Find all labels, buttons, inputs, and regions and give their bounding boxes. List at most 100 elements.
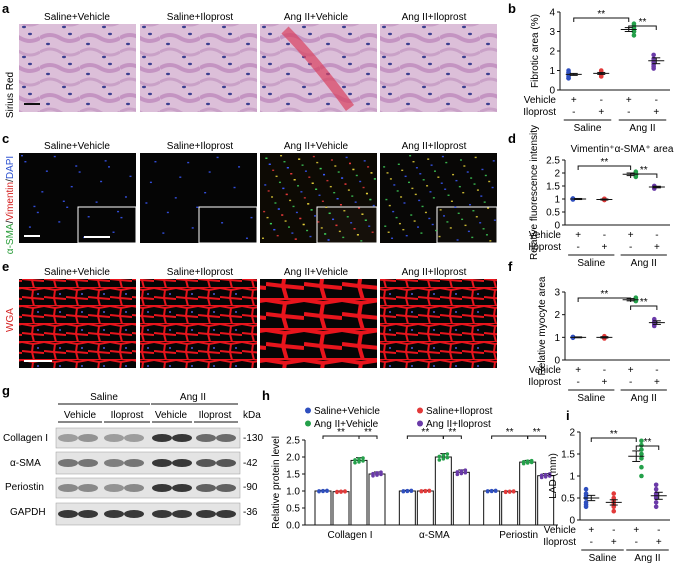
- if-signal: [328, 212, 331, 215]
- y-tick-label: 1.5: [546, 182, 560, 193]
- if-signal: [475, 216, 478, 218]
- if-signal: [493, 219, 496, 221]
- significance-marker: **: [640, 165, 648, 176]
- treatment-row-label: Iloprost: [528, 242, 561, 253]
- if-signal: [362, 186, 365, 189]
- y-tick-label: 0: [549, 86, 555, 97]
- if-signal: [271, 196, 274, 198]
- data-point-angii-iloprost: [651, 64, 656, 69]
- if-signal: [397, 163, 400, 165]
- if-signal: [264, 184, 267, 186]
- if-signal: [447, 194, 450, 196]
- x-tick-label: Collagen I: [327, 530, 372, 541]
- if-signal: [369, 198, 372, 201]
- sirius-image-angii-iloprost: [380, 24, 497, 112]
- treatment-mark: +: [575, 230, 581, 241]
- data-point-saline-vehicle: [566, 70, 571, 75]
- significance-marker: **: [597, 9, 605, 20]
- data-point-saline-vehicle: [321, 488, 325, 493]
- y-axis-label: Relative fluorescence intensity: [529, 125, 540, 260]
- if-signal: [410, 214, 413, 216]
- if-signal: [117, 210, 120, 213]
- if-signal: [266, 216, 269, 219]
- wb-band: [58, 434, 78, 442]
- treatment-mark: +: [626, 95, 632, 106]
- if-signal: [327, 239, 330, 241]
- data-point-angii-vehicle: [521, 460, 526, 464]
- data-point-angii-iloprost: [371, 471, 375, 476]
- if-signal: [402, 228, 405, 231]
- if-signal: [484, 174, 487, 177]
- data-point-angii-vehicle: [639, 451, 644, 457]
- y-tick-label: 1.5: [286, 470, 300, 481]
- treatment-mark: -: [657, 525, 660, 536]
- if-inset: [316, 206, 378, 244]
- data-point-angii-iloprost: [463, 470, 468, 475]
- y-tick-label: 4: [549, 8, 555, 19]
- bar-saline-vehicle: [483, 490, 501, 526]
- data-point-angii-iloprost: [455, 470, 460, 474]
- treatment-mark: +: [628, 230, 634, 241]
- panel-d-title: Vimentin⁺α-SMA⁺ area: [571, 144, 674, 155]
- if-signal: [471, 236, 474, 239]
- bar-angii-iloprost: [368, 473, 386, 526]
- if-signal: [455, 179, 458, 182]
- if-signal: [120, 216, 123, 219]
- if-signal: [489, 240, 492, 242]
- if-signal: [196, 206, 199, 208]
- wb-size-label: -36: [243, 507, 258, 518]
- y-tick-label: 3: [554, 288, 560, 299]
- wb-protein-label: α-SMA: [10, 458, 41, 469]
- if-inset: [436, 206, 498, 244]
- data-point-saline-iloprost: [335, 489, 339, 494]
- significance-marker: **: [506, 427, 514, 438]
- significance-bracket: [577, 297, 632, 302]
- if-signal: [289, 199, 292, 202]
- significance-bracket: [630, 173, 658, 178]
- wb-bands: [58, 434, 236, 518]
- if-signal: [355, 174, 358, 177]
- if-signal: [318, 194, 321, 196]
- panel-letter-b: b: [508, 1, 516, 16]
- if-signal: [462, 191, 465, 194]
- if-signal: [104, 160, 107, 162]
- if-signal: [483, 201, 486, 203]
- if-signal: [295, 211, 298, 214]
- if-signal: [347, 189, 350, 191]
- if-signal: [438, 235, 441, 238]
- y-tick-label: 2.0: [286, 453, 300, 464]
- legend-label: Saline+Vehicle: [314, 406, 380, 417]
- if-signal: [66, 206, 69, 208]
- data-point-angii-iloprost: [459, 471, 464, 476]
- if-signal: [421, 205, 424, 208]
- wga-side-label: WGA: [5, 308, 16, 332]
- significance-marker: **: [364, 427, 372, 438]
- sirius-image-saline-iloprost: [140, 24, 257, 112]
- if-signal: [268, 163, 271, 165]
- if-signal: [28, 226, 31, 228]
- wb-band: [216, 510, 236, 518]
- if-signal: [461, 218, 464, 221]
- treatment-row-label: Vehicle: [524, 95, 557, 106]
- y-axis-label: LAD (mm): [548, 453, 559, 499]
- wb-band: [152, 434, 172, 442]
- data-point-saline-vehicle: [325, 488, 329, 493]
- if-signal: [428, 217, 431, 220]
- y-axis-label: Relative protein level: [271, 436, 282, 529]
- if-signal: [353, 228, 356, 230]
- treatment-mark: +: [653, 107, 659, 118]
- if-signal: [446, 221, 449, 223]
- if-signal: [269, 222, 272, 225]
- wb-band: [196, 459, 216, 467]
- legend-label: Ang II+Vehicle: [314, 419, 379, 430]
- bar-angii-iloprost: [452, 471, 470, 526]
- if-signal: [274, 202, 277, 204]
- x-tick-label: α-SMA: [419, 530, 450, 541]
- wb-strip: [55, 477, 241, 499]
- group-label: Ang II: [631, 393, 657, 404]
- if-signal: [472, 210, 475, 212]
- if-signal: [286, 167, 289, 169]
- panel-letter-e: e: [2, 259, 9, 274]
